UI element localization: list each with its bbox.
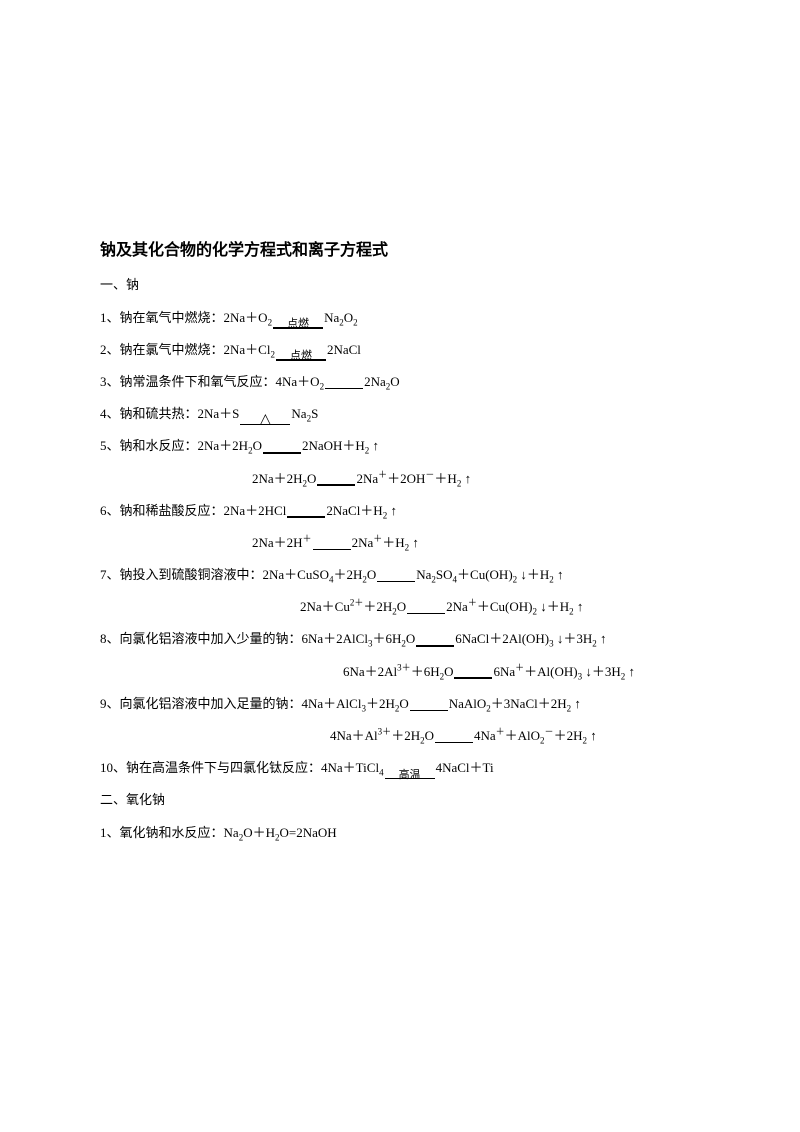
equation-5: 5、钠和水反应： 2Na＋2H2O 2NaOH＋H2 ↑ — [100, 437, 700, 455]
arrow-ignite-icon: 点燃 — [273, 319, 323, 329]
arrow-icon — [287, 516, 325, 518]
equation-3: 3、钠常温条件下和氧气反应： 4Na＋O2 2Na2O — [100, 373, 700, 391]
eq7-rhs: Na2SO4＋Cu(OH)2 ↓＋H2 ↑ — [416, 566, 563, 584]
equation-2: 2、钠在氯气中燃烧： 2Na＋Cl2 点燃 2NaCl — [100, 341, 700, 359]
eq6-rhs: 2NaCl＋H2 ↑ — [326, 502, 397, 520]
eq11-label: 1、氧化钠和水反应： — [100, 824, 224, 842]
section-2-header: 二、氧化钠 — [100, 791, 700, 809]
eq6-lhs: 2Na＋2HCl — [224, 502, 287, 520]
eq10-lhs: 4Na＋TiCl4 — [321, 759, 384, 777]
eq1-rhs: Na2O2 — [324, 309, 358, 327]
arrow-heat-icon: △ — [240, 413, 290, 426]
equation-9: 9、向氯化铝溶液中加入足量的钠： 4Na＋AlCl3＋2H2O NaAlO2＋3… — [100, 695, 700, 713]
eq10-label: 10、钠在高温条件下与四氯化钛反应： — [100, 759, 321, 777]
eq6-label: 6、钠和稀盐酸反应： — [100, 502, 224, 520]
eq6b-rhs: 2Na＋＋H2 ↑ — [352, 534, 419, 552]
arrow-icon — [377, 581, 415, 583]
eq4-label: 4、钠和硫共热： — [100, 405, 198, 423]
equation-9-ionic: 4Na＋Al3＋＋2H2O 4Na＋＋AlO2－＋2H2 ↑ — [100, 727, 700, 745]
arrow-icon — [416, 645, 454, 647]
eq5b-lhs: 2Na＋2H2O — [252, 470, 316, 488]
equation-7-ionic: 2Na＋Cu2＋＋2H2O 2Na＋＋Cu(OH)2 ↓＋H2 ↑ — [100, 598, 700, 616]
eq8-rhs: 6NaCl＋2Al(OH)3 ↓＋3H2 ↑ — [455, 630, 606, 648]
equation-4: 4、钠和硫共热： 2Na＋S △ Na2S — [100, 405, 700, 423]
eq5-label: 5、钠和水反应： — [100, 437, 198, 455]
eq9-rhs: NaAlO2＋3NaCl＋2H2 ↑ — [449, 695, 581, 713]
eq7b-lhs: 2Na＋Cu2＋＋2H2O — [300, 598, 406, 616]
equation-11: 1、氧化钠和水反应： Na2O＋H2O=2NaOH — [100, 824, 700, 842]
eq9-label: 9、向氯化铝溶液中加入足量的钠： — [100, 695, 302, 713]
eq8-label: 8、向氯化铝溶液中加入少量的钠： — [100, 630, 302, 648]
arrow-icon — [407, 613, 445, 615]
section-1-header: 一、钠 — [100, 276, 700, 294]
eq1-lhs: 2Na＋O2 — [224, 309, 273, 327]
eq7-label: 7、钠投入到硫酸铜溶液中： — [100, 566, 263, 584]
eq9b-rhs: 4Na＋＋AlO2－＋2H2 ↑ — [474, 727, 597, 745]
equation-7: 7、钠投入到硫酸铜溶液中： 2Na＋CuSO4＋2H2O Na2SO4＋Cu(O… — [100, 566, 700, 584]
eq2-rhs: 2NaCl — [327, 341, 361, 359]
equation-6-ionic: 2Na＋2H＋ 2Na＋＋H2 ↑ — [100, 534, 700, 552]
equation-1: 1、钠在氧气中燃烧： 2Na＋O2 点燃 Na2O2 — [100, 309, 700, 327]
eq5-rhs: 2NaOH＋H2 ↑ — [302, 437, 379, 455]
arrow-icon — [454, 677, 492, 679]
equation-5-ionic: 2Na＋2H2O 2Na＋＋2OH－＋H2 ↑ — [100, 470, 700, 488]
eq5b-rhs: 2Na＋＋2OH－＋H2 ↑ — [356, 470, 471, 488]
equation-10: 10、钠在高温条件下与四氯化钛反应： 4Na＋TiCl4 高温 4NaCl＋Ti — [100, 759, 700, 777]
eq10-rhs: 4NaCl＋Ti — [436, 759, 494, 777]
eq8b-rhs: 6Na＋＋Al(OH)3 ↓＋3H2 ↑ — [493, 663, 635, 681]
eq9-lhs: 4Na＋AlCl3＋2H2O — [302, 695, 409, 713]
arrow-icon — [263, 452, 301, 454]
eq11-body: Na2O＋H2O=2NaOH — [224, 824, 337, 842]
arrow-ignite-icon: 点燃 — [276, 351, 326, 361]
arrow-icon — [325, 388, 363, 390]
arrow-icon — [435, 742, 473, 744]
arrow-icon — [317, 484, 355, 486]
eq4-rhs: Na2S — [291, 405, 318, 423]
eq2-label: 2、钠在氯气中燃烧： — [100, 341, 224, 359]
eq4-lhs: 2Na＋S — [198, 405, 240, 423]
arrow-hightemp-icon: 高温 — [385, 770, 435, 780]
eq8b-lhs: 6Na＋2Al3＋＋6H2O — [343, 663, 453, 681]
eq3-lhs: 4Na＋O2 — [276, 373, 325, 391]
eq2-lhs: 2Na＋Cl2 — [224, 341, 275, 359]
equation-6: 6、钠和稀盐酸反应： 2Na＋2HCl 2NaCl＋H2 ↑ — [100, 502, 700, 520]
eq3-label: 3、钠常温条件下和氧气反应： — [100, 373, 276, 391]
eq9b-lhs: 4Na＋Al3＋＋2H2O — [330, 727, 434, 745]
eq8-lhs: 6Na＋2AlCl3＋6H2O — [302, 630, 416, 648]
arrow-icon — [313, 549, 351, 551]
equation-8: 8、向氯化铝溶液中加入少量的钠： 6Na＋2AlCl3＋6H2O 6NaCl＋2… — [100, 630, 700, 648]
equation-8-ionic: 6Na＋2Al3＋＋6H2O 6Na＋＋Al(OH)3 ↓＋3H2 ↑ — [100, 663, 700, 681]
eq7-lhs: 2Na＋CuSO4＋2H2O — [263, 566, 377, 584]
eq5-lhs: 2Na＋2H2O — [198, 437, 262, 455]
arrow-icon — [410, 710, 448, 712]
eq7b-rhs: 2Na＋＋Cu(OH)2 ↓＋H2 ↑ — [446, 598, 583, 616]
eq1-label: 1、钠在氧气中燃烧： — [100, 309, 224, 327]
eq6b-lhs: 2Na＋2H＋ — [252, 534, 312, 552]
eq3-rhs: 2Na2O — [364, 373, 400, 391]
page-title: 钠及其化合物的化学方程式和离子方程式 — [100, 240, 700, 262]
